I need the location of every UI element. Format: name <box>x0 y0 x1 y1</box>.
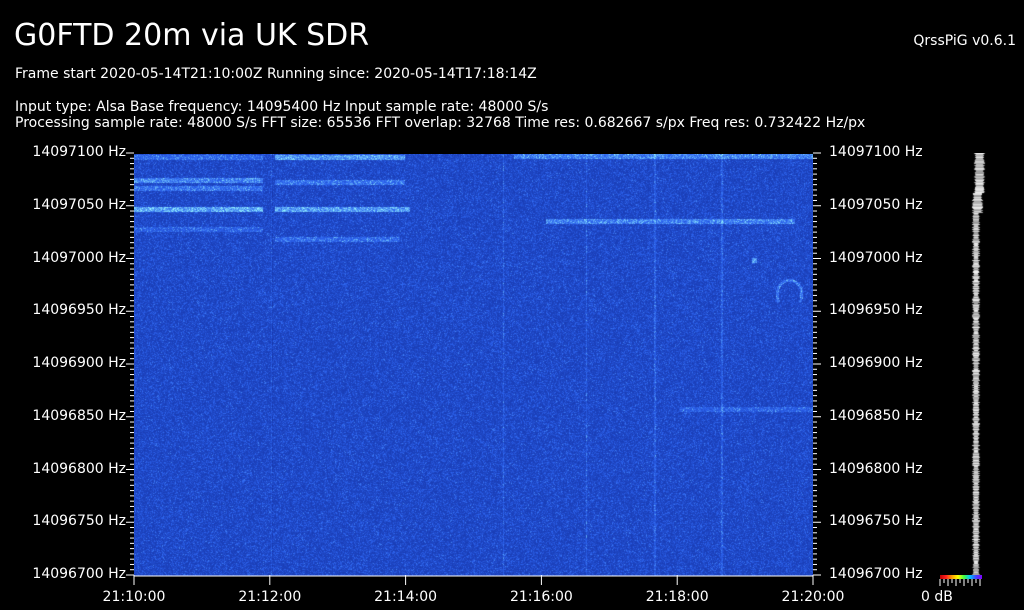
frequency-label: 14096750 Hz <box>32 513 126 530</box>
spectrogram-waterfall <box>134 154 813 576</box>
frequency-label: 14096850 Hz <box>829 407 923 424</box>
time-label: 21:18:00 <box>645 589 709 605</box>
frequency-label: 14097000 Hz <box>829 249 923 266</box>
frequency-label: 14096950 Hz <box>829 302 923 319</box>
frequency-label: 14096700 Hz <box>829 566 923 582</box>
page-title: G0FTD 20m via UK SDR <box>14 18 370 53</box>
processing-info: Processing sample rate: 48000 S/s FFT si… <box>15 115 866 131</box>
time-label: 21:16:00 <box>509 589 573 605</box>
db-color-scale <box>940 575 982 579</box>
frequency-label: 14097050 Hz <box>829 196 923 213</box>
frequency-label: 14096850 Hz <box>32 407 126 424</box>
db-scale-label: 0 dB <box>921 589 953 605</box>
frequency-label: 14096900 Hz <box>829 355 923 371</box>
time-label: 21:20:00 <box>781 589 845 605</box>
time-label: 21:10:00 <box>102 589 166 605</box>
frequency-label: 14097050 Hz <box>32 196 126 213</box>
frequency-label: 14096700 Hz <box>32 566 126 582</box>
frequency-label: 14096950 Hz <box>32 302 126 319</box>
frame-info: Frame start 2020-05-14T21:10:00Z Running… <box>15 66 537 82</box>
input-info: Input type: Alsa Base frequency: 1409540… <box>15 99 549 115</box>
time-label: 21:14:00 <box>374 589 438 605</box>
version-label: QrssPiG v0.6.1 <box>913 33 1016 49</box>
frequency-label: 14096750 Hz <box>829 513 923 530</box>
level-profile <box>966 153 986 577</box>
frequency-label: 14096900 Hz <box>32 355 126 371</box>
time-label: 21:12:00 <box>238 589 302 605</box>
frequency-label: 14097100 Hz <box>32 144 126 160</box>
frequency-label: 14096800 Hz <box>829 460 923 477</box>
frequency-label: 14097100 Hz <box>829 144 923 160</box>
frequency-label: 14096800 Hz <box>32 460 126 477</box>
frequency-label: 14097000 Hz <box>32 249 126 266</box>
